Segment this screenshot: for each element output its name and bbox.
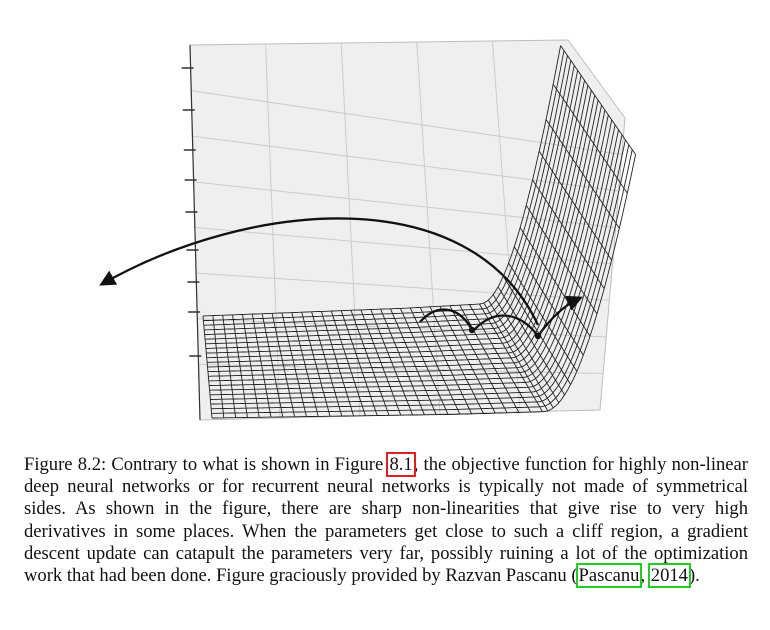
mesh-line [311, 311, 343, 417]
cliff-surface-figure [99, 39, 637, 421]
mesh-line [560, 45, 636, 155]
mesh-line [212, 154, 637, 419]
mesh-line [340, 310, 378, 416]
mesh-line [330, 310, 366, 416]
mesh-line [538, 151, 612, 261]
mesh-line [502, 276, 571, 385]
mesh-line [419, 307, 473, 415]
mesh-line [232, 314, 248, 418]
mesh-line [320, 311, 355, 417]
mesh-line [301, 312, 331, 417]
caption-text: , [640, 565, 650, 587]
mesh-line [261, 313, 284, 417]
wall-gridline [192, 135, 619, 192]
mesh-line [459, 304, 520, 413]
step-1 [419, 308, 474, 331]
wall-gridline [191, 90, 622, 155]
step-3 [537, 295, 583, 337]
wall-gridline [416, 41, 441, 415]
mesh-line [492, 294, 560, 403]
trajectory-point [468, 326, 476, 334]
wall-gridline [194, 227, 613, 265]
wall-gridline [491, 40, 521, 413]
mesh-line [242, 314, 260, 418]
mesh-line [488, 299, 554, 409]
mesh-line [409, 307, 461, 415]
mesh-line [202, 315, 213, 419]
citation-author-link[interactable]: Pascanu [575, 563, 643, 589]
caption-text: , the objective function for highly non-… [24, 454, 748, 587]
mesh-line [271, 313, 296, 417]
mesh-line [508, 262, 578, 372]
mesh-line [439, 305, 496, 414]
mesh-line [532, 179, 605, 289]
mesh-line [222, 315, 237, 418]
mesh-line [479, 303, 543, 413]
catapult-arc [99, 217, 540, 326]
mesh-line [360, 309, 402, 416]
z-axis-ticks [181, 67, 202, 357]
citation-year-link[interactable]: 2014 [647, 563, 691, 589]
mesh-line [370, 309, 414, 416]
mesh-line [497, 286, 565, 396]
caption-text: Figure 8.2: Contrary to what is shown in… [24, 454, 389, 475]
mesh-line [513, 246, 584, 356]
mesh-line [251, 314, 272, 418]
trajectory-point [534, 332, 542, 340]
mesh-line [525, 205, 598, 315]
gradient-trajectory [99, 217, 583, 340]
mesh-line [202, 45, 562, 317]
mesh-line [483, 302, 549, 412]
figure-caption: Figure 8.2: Contrary to what is shown in… [24, 452, 748, 589]
mesh-line [380, 308, 425, 415]
caption-text: ( [571, 565, 578, 587]
mesh-line [552, 83, 628, 194]
surface-mesh [202, 45, 637, 419]
mesh-line [469, 304, 532, 413]
mesh-line [212, 315, 225, 418]
caption-text: ). [688, 565, 700, 587]
z-axis-line [189, 44, 201, 421]
figure-reference-link[interactable]: 8.1 [386, 452, 416, 477]
mesh-line [519, 227, 591, 337]
mesh-line [399, 308, 449, 415]
mesh-line [429, 306, 484, 414]
mesh-line [350, 310, 390, 416]
mesh-line [449, 305, 508, 414]
step-2 [473, 314, 539, 337]
mesh-line [545, 119, 620, 229]
mesh-line [281, 312, 307, 417]
mesh-line [291, 312, 319, 417]
mesh-line [390, 308, 437, 415]
